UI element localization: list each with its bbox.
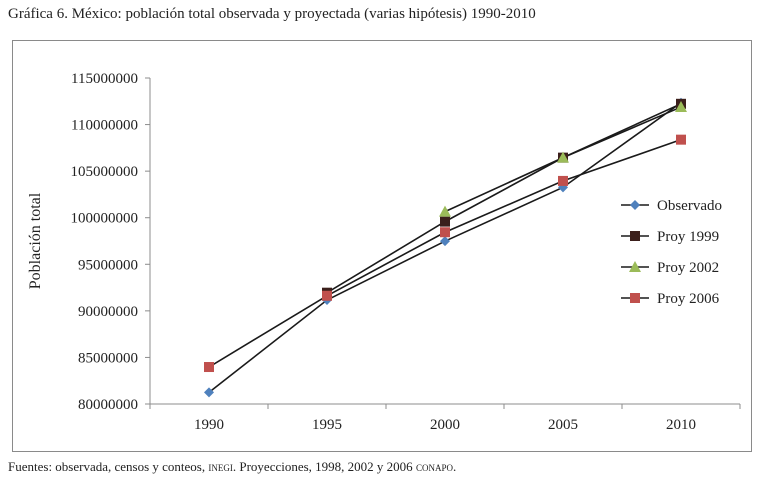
legend-marker-3: [629, 261, 641, 272]
legend-marker-2: [630, 231, 640, 241]
y-tick-label: 95000000: [78, 257, 138, 273]
data-point-s3-2000: [439, 205, 451, 217]
series-line-2: [326, 103, 682, 294]
source-inegi: inegi: [208, 459, 233, 474]
chart-caption: Gráfica 6. México: población total obser…: [8, 6, 536, 22]
x-tick-label: 1995: [312, 417, 342, 433]
data-point-s4-1995: [322, 290, 332, 301]
data-point-s1-1990: [204, 387, 214, 398]
source-middle: . Proyecciones, 1998, 2002 y 2006: [232, 459, 416, 474]
y-tick-label: 80000000: [78, 397, 138, 413]
y-tick-label: 100000000: [71, 211, 139, 227]
legend-marker-4: [630, 293, 640, 303]
source-note: Fuentes: observada, censos y conteos, in…: [8, 459, 456, 475]
legend-label-3: Proy 2002: [657, 260, 719, 276]
y-tick-label: 105000000: [71, 164, 139, 180]
x-tick-label: 2005: [548, 417, 578, 433]
legend-marker-1: [630, 200, 640, 210]
y-axis-title: Población total: [27, 192, 44, 289]
data-point-s4-2005: [558, 175, 568, 186]
x-tick-label: 2000: [430, 417, 460, 433]
y-tick-label: 115000000: [71, 71, 138, 87]
x-tick-label: 2010: [666, 417, 696, 433]
source-prefix: Fuentes: observada, censos y conteos,: [8, 459, 209, 474]
legend-label-1: Observado: [657, 198, 722, 214]
x-tick-label: 1990: [194, 417, 224, 433]
series-line-1: [208, 102, 682, 393]
chart-frame: 80000000 85000000 90000000 95000000 10000000…: [12, 40, 752, 452]
data-point-s3-2005: [557, 151, 569, 163]
y-tick-label: 90000000: [78, 304, 138, 320]
source-suffix: .: [452, 459, 457, 474]
data-point-s4-1990: [204, 362, 214, 373]
series-line-4: [208, 138, 682, 368]
line-chart: 80000000 85000000 90000000 95000000 10000000…: [27, 71, 741, 433]
data-point-s1-2000: [440, 236, 450, 247]
legend-label-4: Proy 2006: [657, 291, 720, 307]
data-point-s2-2000: [440, 216, 450, 227]
legend-label-2: Proy 1999: [657, 229, 719, 245]
y-tick-label: 110000000: [71, 118, 138, 134]
y-tick-label: 85000000: [78, 350, 138, 366]
source-conapo: conapo: [415, 459, 453, 474]
data-point-s4-2000: [440, 227, 450, 238]
data-point-s4-2010: [676, 134, 686, 145]
data-point-s3-2010: [675, 101, 687, 113]
